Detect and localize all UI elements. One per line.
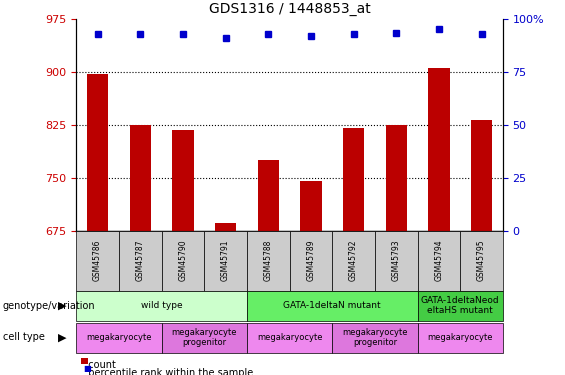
Text: ▶: ▶	[58, 333, 67, 342]
Text: megakaryocyte
progenitor: megakaryocyte progenitor	[342, 328, 407, 347]
Title: GDS1316 / 1448853_at: GDS1316 / 1448853_at	[208, 2, 371, 16]
Text: GSM45792: GSM45792	[349, 240, 358, 281]
Bar	[300, 181, 321, 231]
Text: megakaryocyte: megakaryocyte	[86, 333, 151, 342]
Text: GSM45788: GSM45788	[264, 240, 273, 281]
FancyBboxPatch shape	[332, 231, 375, 291]
FancyBboxPatch shape	[247, 231, 290, 291]
Bar	[129, 124, 151, 231]
Text: wild type: wild type	[141, 301, 182, 310]
Text: GSM45789: GSM45789	[306, 240, 315, 281]
Text: GATA-1deltaNeod
eltaHS mutant: GATA-1deltaNeod eltaHS mutant	[421, 296, 499, 315]
FancyBboxPatch shape	[247, 291, 418, 321]
Bar	[343, 128, 364, 231]
FancyBboxPatch shape	[418, 322, 503, 352]
Text: genotype/variation: genotype/variation	[3, 301, 95, 310]
FancyBboxPatch shape	[76, 322, 162, 352]
Text: megakaryocyte: megakaryocyte	[428, 333, 493, 342]
Text: ▶: ▶	[58, 301, 67, 310]
Bar	[428, 68, 450, 231]
Bar	[471, 120, 492, 231]
FancyBboxPatch shape	[418, 291, 503, 321]
FancyBboxPatch shape	[375, 231, 418, 291]
FancyBboxPatch shape	[205, 231, 247, 291]
Text: count: count	[82, 360, 116, 370]
FancyBboxPatch shape	[290, 231, 332, 291]
Bar	[258, 160, 279, 231]
FancyBboxPatch shape	[162, 322, 247, 352]
Bar	[87, 74, 108, 231]
Text: GSM45793: GSM45793	[392, 240, 401, 281]
Text: GSM45787: GSM45787	[136, 240, 145, 281]
FancyBboxPatch shape	[76, 291, 247, 321]
FancyBboxPatch shape	[332, 322, 418, 352]
Text: percentile rank within the sample: percentile rank within the sample	[82, 368, 253, 375]
Bar	[172, 130, 194, 231]
FancyBboxPatch shape	[247, 322, 332, 352]
FancyBboxPatch shape	[119, 231, 162, 291]
Text: GSM45786: GSM45786	[93, 240, 102, 281]
Bar	[215, 223, 236, 231]
Text: GATA-1deltaN mutant: GATA-1deltaN mutant	[284, 301, 381, 310]
Text: megakaryocyte: megakaryocyte	[257, 333, 322, 342]
Text: megakaryocyte
progenitor: megakaryocyte progenitor	[172, 328, 237, 347]
FancyBboxPatch shape	[418, 231, 460, 291]
Text: GSM45791: GSM45791	[221, 240, 230, 281]
Text: GSM45790: GSM45790	[179, 240, 188, 281]
Text: ■: ■	[84, 364, 92, 374]
Bar	[385, 124, 407, 231]
FancyBboxPatch shape	[162, 231, 205, 291]
Text: cell type: cell type	[3, 333, 45, 342]
FancyBboxPatch shape	[76, 231, 119, 291]
Text: GSM45795: GSM45795	[477, 240, 486, 281]
FancyBboxPatch shape	[460, 231, 503, 291]
Text: GSM45794: GSM45794	[434, 240, 444, 281]
